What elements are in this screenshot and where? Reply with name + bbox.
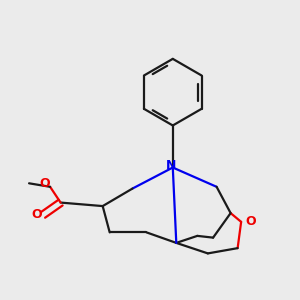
Text: O: O <box>32 208 42 221</box>
Text: O: O <box>246 215 256 228</box>
Text: N: N <box>166 159 176 172</box>
Text: O: O <box>40 177 50 190</box>
